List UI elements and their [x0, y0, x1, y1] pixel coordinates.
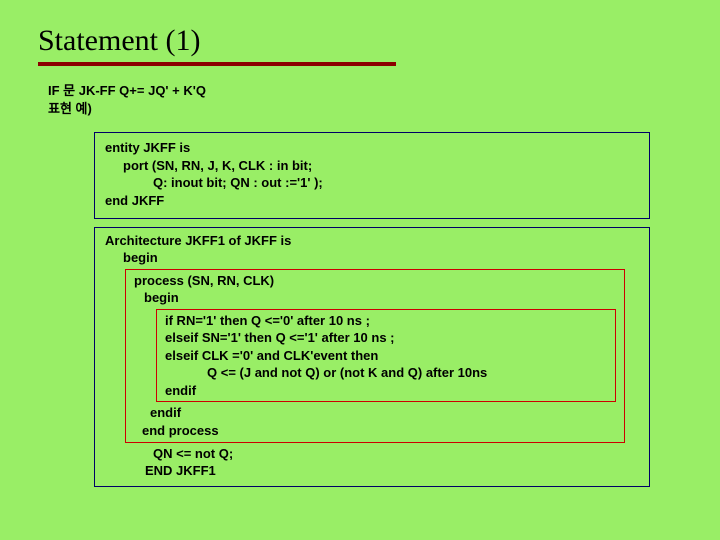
- code-line: process (SN, RN, CLK): [134, 272, 616, 290]
- code-line: entity JKFF is: [105, 139, 639, 157]
- subtitle-line-2: 표현 예): [48, 100, 682, 118]
- code-line: begin: [134, 289, 616, 307]
- architecture-code-box: Architecture JKFF1 of JKFF is begin proc…: [94, 227, 650, 487]
- subtitle-block: IF 문 JK-FF Q+= JQ' + K'Q 표현 예): [48, 82, 682, 118]
- code-line: Q <= (J and not Q) or (not K and Q) afte…: [165, 364, 607, 382]
- code-line: endif: [134, 404, 616, 422]
- code-line: end process: [134, 422, 616, 440]
- code-line: elseif SN='1' then Q <='1' after 10 ns ;: [165, 329, 607, 347]
- process-box: process (SN, RN, CLK) begin if RN='1' th…: [125, 269, 625, 443]
- slide-title: Statement (1): [38, 24, 682, 58]
- code-line: QN <= not Q;: [105, 445, 639, 463]
- title-underline: [38, 62, 396, 66]
- code-line: port (SN, RN, J, K, CLK : in bit;: [105, 157, 639, 175]
- if-box: if RN='1' then Q <='0' after 10 ns ; els…: [156, 309, 616, 403]
- code-line: END JKFF1: [105, 462, 639, 480]
- code-line: Architecture JKFF1 of JKFF is: [105, 232, 639, 250]
- subtitle-line-1: IF 문 JK-FF Q+= JQ' + K'Q: [48, 82, 682, 100]
- code-line: elseif CLK ='0' and CLK'event then: [165, 347, 607, 365]
- code-line: endif: [165, 382, 607, 400]
- code-line: if RN='1' then Q <='0' after 10 ns ;: [165, 312, 607, 330]
- code-line: Q: inout bit; QN : out :='1' );: [105, 174, 639, 192]
- entity-code-box: entity JKFF is port (SN, RN, J, K, CLK :…: [94, 132, 650, 218]
- code-line: end JKFF: [105, 192, 639, 210]
- slide: Statement (1) IF 문 JK-FF Q+= JQ' + K'Q 표…: [0, 0, 720, 487]
- code-line: begin: [105, 249, 639, 267]
